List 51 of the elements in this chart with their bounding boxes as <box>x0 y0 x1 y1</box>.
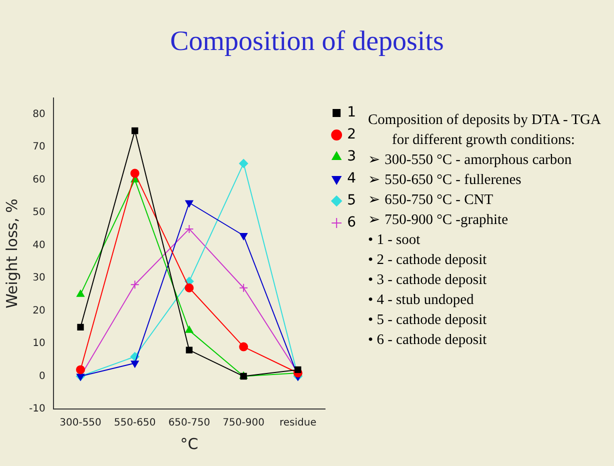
y-tick-label: 70 <box>32 142 46 153</box>
point <box>239 158 248 168</box>
y-tick-label: 80 <box>32 108 46 120</box>
y-tick-label: 40 <box>32 240 46 251</box>
point <box>186 346 193 354</box>
point <box>184 224 194 234</box>
text: • 4 - stub undoped <box>368 291 475 310</box>
x-tick-label: 650-750 <box>168 418 210 429</box>
point <box>76 290 84 297</box>
y-tick-label: -10 <box>28 404 46 415</box>
legend-label: 5 <box>347 192 356 209</box>
y-axis-title: Weight loss, % <box>2 198 21 308</box>
point <box>240 232 248 240</box>
text: ➢ 750-900 °C -graphite <box>368 211 510 230</box>
y-tick-label: 60 <box>32 174 46 186</box>
point <box>185 326 194 333</box>
text: • 1 - soot <box>368 231 422 250</box>
y-tick-label: 30 <box>32 272 46 284</box>
text: ➢ 300-550 °C - amorphous carbon <box>368 151 573 170</box>
point <box>77 324 84 330</box>
y-tick-label: 50 <box>32 207 46 218</box>
point <box>185 200 194 208</box>
text: • 5 - cathode deposit <box>368 311 488 330</box>
legend-label: 3 <box>347 148 356 165</box>
y-tick-label: 0 <box>38 370 46 382</box>
text: ➢ 550-650 °C - fullerenes <box>368 171 522 190</box>
point <box>132 127 138 134</box>
point <box>239 342 248 352</box>
legend-label: 6 <box>347 214 356 231</box>
legend-label: 2 <box>347 126 356 143</box>
x-axis-title: °C <box>180 434 198 453</box>
point <box>184 283 194 292</box>
y-tick-label: 20 <box>32 305 46 316</box>
x-tick-label: 550-650 <box>114 418 156 429</box>
text: Composition of deposits by DTA - TGA for different growth conditions: <box>368 111 602 150</box>
chart-title: Composition of deposits <box>169 26 445 58</box>
point <box>76 365 86 374</box>
x-tick-label: residue <box>279 418 316 429</box>
x-tick-label: 750-900 <box>222 418 264 429</box>
text: • 6 - cathode deposit <box>368 331 488 350</box>
text: ➢ 650-750 °C - CNT <box>368 191 494 210</box>
point <box>130 280 140 290</box>
legend-label: 4 <box>347 170 356 187</box>
y-tick-label: 10 <box>32 338 46 350</box>
legend-label: 1 <box>347 104 356 121</box>
text: • 3 - cathode deposit <box>368 271 488 290</box>
point <box>239 283 248 292</box>
point <box>130 168 140 178</box>
x-tick-label: 300-550 <box>60 418 102 429</box>
point <box>130 360 139 368</box>
text: • 2 - cathode deposit <box>368 251 488 270</box>
